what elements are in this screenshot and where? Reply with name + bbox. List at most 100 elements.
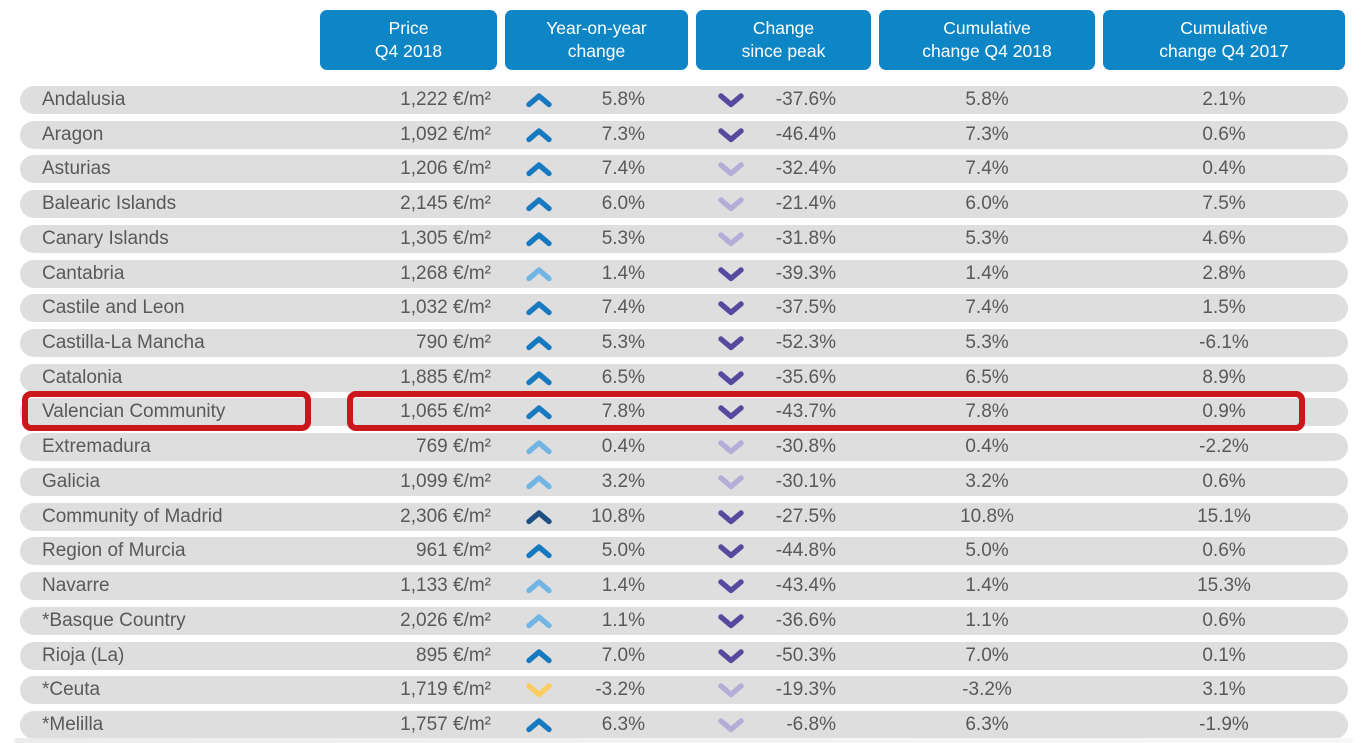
cumulative-change-2017-value: 0.6%: [1202, 610, 1246, 631]
chevron-down-icon: [718, 93, 748, 108]
price-value: 1,092 €/m²: [400, 124, 491, 145]
yoy-change-value: 7.3%: [601, 124, 645, 145]
change-since-peak-value: -43.7%: [775, 401, 836, 422]
yoy-change-value: 10.8%: [591, 506, 645, 527]
cumulative-change-2018-value: 7.0%: [965, 645, 1009, 666]
yoy-change-value: 6.0%: [601, 193, 645, 214]
cumulative-change-2018-value: 0.4%: [965, 436, 1009, 457]
price-value: 769 €/m²: [416, 436, 491, 457]
chevron-down-icon: [718, 162, 748, 177]
chevron-up-icon: [526, 336, 556, 351]
cumulative-change-2018-value: 7.4%: [965, 158, 1009, 179]
change-since-peak-value: -32.4%: [775, 158, 836, 179]
cumulative-change-2017-value: 7.5%: [1202, 193, 1246, 214]
change-since-peak-value: -21.4%: [775, 193, 836, 214]
cumulative-change-2017-value: 0.6%: [1202, 540, 1246, 561]
cumulative-change-2018-value: 5.3%: [965, 332, 1009, 353]
yoy-change-value: 3.2%: [601, 471, 645, 492]
table-row: *Melilla 1,757 €/m² 6.3% -6.8% 6.3% -1.9%: [20, 711, 1348, 739]
cumulative-change-2017-value: 8.9%: [1202, 367, 1246, 388]
chevron-up-icon: [526, 371, 556, 386]
region-name: Cantabria: [42, 263, 125, 284]
change-since-peak-value: -46.4%: [775, 124, 836, 145]
chevron-down-icon: [718, 128, 748, 143]
price-value: 1,305 €/m²: [400, 228, 491, 249]
table-row: *Ceuta 1,719 €/m² -3.2% -19.3% -3.2% 3.1%: [20, 676, 1348, 704]
price-value: 1,719 €/m²: [400, 679, 491, 700]
column-header-change-since-peak: Change since peak: [696, 10, 871, 70]
column-header-year-on-year-change: Year-on-year change: [505, 10, 688, 70]
price-value: 2,145 €/m²: [400, 193, 491, 214]
change-since-peak-value: -52.3%: [775, 332, 836, 353]
region-name: Canary Islands: [42, 228, 169, 249]
change-since-peak-value: -36.6%: [775, 610, 836, 631]
cumulative-change-2017-value: 2.1%: [1202, 89, 1246, 110]
chevron-up-icon: [526, 232, 556, 247]
header-line: change Q4 2017: [1159, 41, 1289, 61]
yoy-change-value: 1.4%: [601, 263, 645, 284]
cumulative-change-2018-value: 6.5%: [965, 367, 1009, 388]
change-since-peak-value: -6.8%: [786, 714, 836, 735]
table-row: Aragon 1,092 €/m² 7.3% -46.4% 7.3% 0.6%: [20, 121, 1348, 149]
cumulative-change-2018-value: 7.8%: [965, 401, 1009, 422]
table-row: Valencian Community 1,065 €/m² 7.8% -43.7% 7…: [20, 398, 1348, 426]
region-name: Catalonia: [42, 367, 123, 388]
chevron-up-icon: [526, 405, 556, 420]
region-name: Aragon: [42, 124, 104, 145]
highlight-box-row-values: [347, 391, 1305, 431]
region-name: Galicia: [42, 471, 101, 492]
cumulative-change-2017-value: 15.1%: [1197, 506, 1251, 527]
price-value: 2,306 €/m²: [400, 506, 491, 527]
chevron-down-icon: [718, 197, 748, 212]
price-value: 895 €/m²: [416, 645, 491, 666]
yoy-change-value: 6.5%: [601, 367, 645, 388]
table-row: Rioja (La) 895 €/m² 7.0% -50.3% 7.0% 0.1%: [20, 642, 1348, 670]
chevron-up-icon: [526, 301, 556, 316]
region-name: Valencian Community: [42, 401, 226, 422]
chevron-up-icon: [526, 440, 556, 455]
region-name: *Ceuta: [42, 679, 101, 700]
change-since-peak-value: -37.6%: [775, 89, 836, 110]
cumulative-change-2017-value: 1.5%: [1202, 297, 1246, 318]
price-value: 1,885 €/m²: [400, 367, 491, 388]
column-header-price: Price Q4 2018: [320, 10, 497, 70]
yoy-change-value: 7.4%: [601, 297, 645, 318]
cumulative-change-2018-value: 1.4%: [965, 263, 1009, 284]
chevron-down-icon: [718, 614, 748, 629]
change-since-peak-value: -39.3%: [775, 263, 836, 284]
cumulative-change-2018-value: 1.1%: [965, 610, 1009, 631]
change-since-peak-value: -30.1%: [775, 471, 836, 492]
table-row: Asturias 1,206 €/m² 7.4% -32.4% 7.4% 0.4%: [20, 155, 1348, 183]
table-row: Catalonia 1,885 €/m² 6.5% -35.6% 6.5% 8.9%: [20, 364, 1348, 392]
cumulative-change-2018-value: 6.0%: [965, 193, 1009, 214]
region-name: Region of Murcia: [42, 540, 186, 561]
change-since-peak-value: -31.8%: [775, 228, 836, 249]
region-name: Andalusia: [42, 89, 126, 110]
price-value: 961 €/m²: [416, 540, 491, 561]
chevron-up-icon: [526, 93, 556, 108]
region-name: Extremadura: [42, 436, 151, 457]
chevron-up-icon: [526, 128, 556, 143]
change-since-peak-value: -44.8%: [775, 540, 836, 561]
chevron-down-icon: [718, 718, 748, 733]
table-row: Castile and Leon 1,032 €/m² 7.4% -37.5% 7.4%…: [20, 294, 1348, 322]
table-row: Cantabria 1,268 €/m² 1.4% -39.3% 1.4% 2.8%: [20, 260, 1348, 288]
price-value: 1,757 €/m²: [400, 714, 491, 735]
cumulative-change-2018-value: -3.2%: [962, 679, 1012, 700]
yoy-change-value: 7.4%: [601, 158, 645, 179]
yoy-change-value: 1.1%: [601, 610, 645, 631]
table-row: Balearic Islands 2,145 €/m² 6.0% -21.4% 6.0%…: [20, 190, 1348, 218]
price-value: 1,222 €/m²: [400, 89, 491, 110]
header-line: Q4 2018: [374, 41, 443, 61]
cumulative-change-2017-value: 4.6%: [1202, 228, 1246, 249]
chevron-up-icon: [526, 544, 556, 559]
table-row: Canary Islands 1,305 €/m² 5.3% -31.8% 5.3% 4.…: [20, 225, 1348, 253]
table-row: Region of Murcia 961 €/m² 5.0% -44.8% 5.0% 0.…: [20, 537, 1348, 565]
table-row: *Basque Country 2,026 €/m² 1.1% -36.6% 1.1% 0…: [20, 607, 1348, 635]
cumulative-change-2018-value: 6.3%: [965, 714, 1009, 735]
header-line: Cumulative: [943, 17, 1031, 38]
cumulative-change-2018-value: 5.0%: [965, 540, 1009, 561]
cumulative-change-2018-value: 1.4%: [965, 575, 1009, 596]
header-line: Price: [388, 17, 429, 38]
chevron-down-icon: [718, 683, 748, 698]
